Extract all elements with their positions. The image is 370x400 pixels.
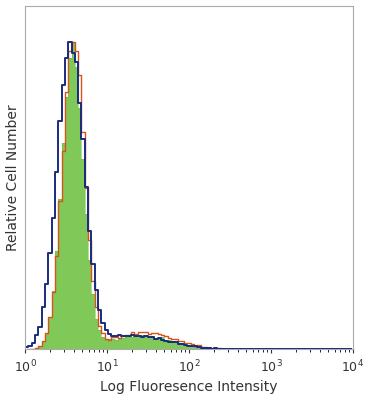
Y-axis label: Relative Cell Number: Relative Cell Number xyxy=(6,104,20,251)
X-axis label: Log Fluoresence Intensity: Log Fluoresence Intensity xyxy=(100,380,278,394)
